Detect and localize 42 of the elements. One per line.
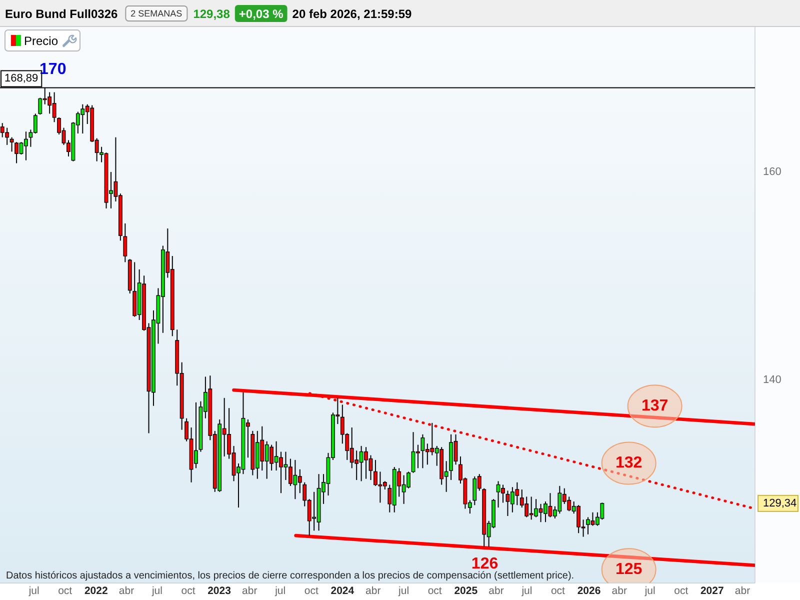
text: +0,03 % [238, 7, 284, 21]
x-tick-label: oct [674, 585, 688, 597]
x-tick-label: jul [274, 585, 286, 597]
x-tick-label: jul [398, 585, 410, 597]
x-tick-label: abr [242, 585, 258, 597]
annotation: 137 [641, 398, 668, 415]
annotation: 132 [615, 454, 642, 472]
x-tick-label: 2027 [700, 585, 724, 597]
x-tick-label: abr [118, 585, 135, 597]
x-tick-label: oct [181, 585, 196, 597]
x-tick-label: jul [520, 585, 532, 597]
y-tick-label: 160 [763, 166, 782, 178]
x-tick-label: 2025 [454, 585, 478, 597]
text: 20 feb 2026, 21:59:59 [292, 7, 412, 21]
text: 129,38 [193, 7, 230, 21]
x-tick-label: oct [304, 585, 318, 597]
x-tick-label: abr [488, 585, 504, 597]
x-tick-label: oct [58, 585, 72, 597]
annotation: 125 [615, 561, 642, 578]
y-tick-label: 129,34 [763, 497, 797, 510]
x-tick-label: oct [550, 585, 566, 597]
x-tick-label: jul [150, 585, 162, 597]
annotation: 170 [40, 61, 66, 78]
ref-line-label: 168,89 [4, 72, 38, 85]
annotation: 126 [471, 555, 498, 572]
candlestick [10, 136, 14, 152]
candlestick [123, 222, 128, 263]
x-tick-label: jul [644, 585, 656, 597]
x-tick-label: jul [28, 585, 40, 597]
x-tick-label: abr [734, 585, 751, 597]
x-tick-label: abr [366, 585, 382, 597]
x-tick-label: 2023 [208, 585, 232, 597]
x-tick-label: abr [612, 585, 628, 597]
annotation: Datos históricos ajustados a vencimientos, los precios de cierre corresponden a los precios de compensación (settlement price). [6, 570, 574, 582]
x-tick-label: oct [428, 585, 442, 597]
x-tick-label: 2022 [84, 585, 108, 597]
chart-subtitle: 2 SEMANAS [130, 8, 182, 18]
chart-title: Euro Bund Full0326 [5, 7, 118, 21]
y-tick-label: 140 [763, 374, 782, 386]
x-tick-label: 2024 [330, 585, 354, 597]
x-tick-label: 2026 [577, 585, 601, 597]
legend-label: Precio [24, 34, 58, 48]
